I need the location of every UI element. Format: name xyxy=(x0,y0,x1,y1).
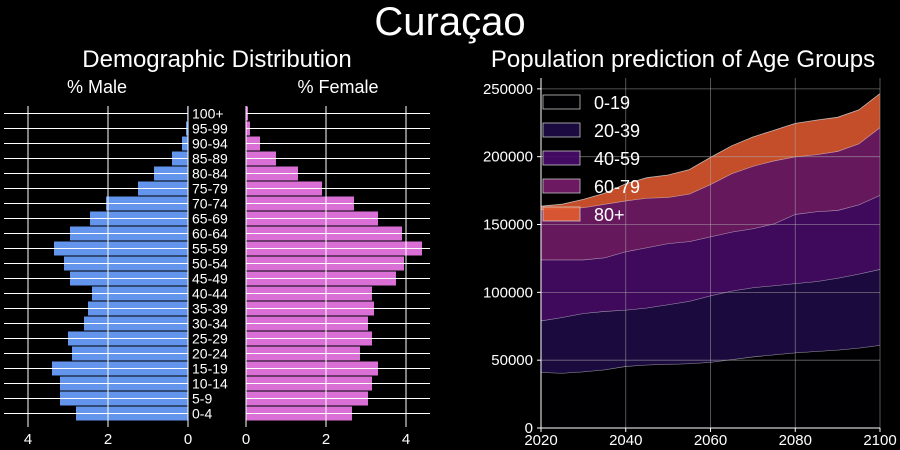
area-x-tick: 2080 xyxy=(779,432,812,449)
area-x-tick: 2040 xyxy=(609,432,642,449)
age-group-label: 95-99 xyxy=(192,121,228,137)
age-group-label: 45-49 xyxy=(192,271,228,287)
age-group-label: 65-69 xyxy=(192,211,228,227)
main-title: Curaçao xyxy=(374,0,526,44)
legend-label: 80+ xyxy=(594,205,625,225)
age-group-label: 100+ xyxy=(192,106,224,122)
age-group-label: 30-34 xyxy=(192,316,228,332)
age-group-label: 25-29 xyxy=(192,331,228,347)
age-group-label: 55-59 xyxy=(192,241,228,257)
legend-swatch-60-79 xyxy=(542,178,581,194)
area-y-tick: 200000 xyxy=(483,149,533,166)
area-x-tick: 2020 xyxy=(524,432,557,449)
age-group-label: 80-84 xyxy=(192,166,228,182)
legend-label: 60-79 xyxy=(594,177,640,197)
age-group-label: 75-79 xyxy=(192,181,228,197)
area-series-80+ xyxy=(541,93,880,210)
area-chart-title: Population prediction of Age Groups xyxy=(491,46,875,73)
age-group-label: 70-74 xyxy=(192,196,228,212)
female-x-tick: 2 xyxy=(322,431,330,448)
area-y-tick: 250000 xyxy=(483,81,533,98)
area-x-tick: 2060 xyxy=(694,432,727,449)
female-x-tick: 0 xyxy=(242,431,250,448)
area-x-tick: 2100 xyxy=(863,432,896,449)
age-group-label: 85-89 xyxy=(192,151,228,167)
age-group-label: 10-14 xyxy=(192,376,228,392)
male-axis-label: % Male xyxy=(67,77,127,97)
age-group-label: 60-64 xyxy=(192,226,228,242)
male-x-tick: 0 xyxy=(184,431,192,448)
legend: 0-19 20-39 40-59 60-79 80+ xyxy=(542,93,640,225)
legend-label: 40-59 xyxy=(594,149,640,169)
pyramid-title: Demographic Distribution xyxy=(82,46,351,73)
legend-swatch-40-59 xyxy=(542,150,581,166)
area-y-tick: 150000 xyxy=(483,217,533,234)
female-axis-label: % Female xyxy=(297,77,378,97)
age-group-label: 40-44 xyxy=(192,286,228,302)
legend-label: 0-19 xyxy=(594,93,630,113)
age-group-label: 50-54 xyxy=(192,256,228,272)
area-y-tick: 100000 xyxy=(483,284,533,301)
male-x-tick: 2 xyxy=(104,431,112,448)
age-group-label: 20-24 xyxy=(192,346,228,362)
male-x-tick: 4 xyxy=(24,431,32,448)
legend-swatch-80+ xyxy=(542,206,581,222)
population-pyramid-chart: Demographic Distribution % Male % Female… xyxy=(4,46,430,448)
area-y-tick: 0 xyxy=(525,420,533,437)
age-group-label: 0-4 xyxy=(192,406,212,422)
legend-swatch-0-19 xyxy=(542,94,581,110)
legend-label: 20-39 xyxy=(594,121,640,141)
area-y-tick: 50000 xyxy=(491,352,533,369)
age-group-label: 15-19 xyxy=(192,361,228,377)
legend-swatch-20-39 xyxy=(542,122,581,138)
female-x-tick: 4 xyxy=(402,431,410,448)
age-group-label: 90-94 xyxy=(192,136,228,152)
age-group-label: 5-9 xyxy=(192,391,212,407)
age-group-label: 35-39 xyxy=(192,301,228,317)
